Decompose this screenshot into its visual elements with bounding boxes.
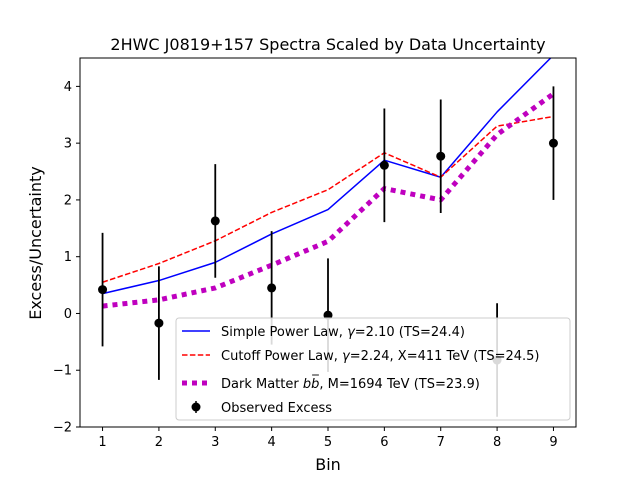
x-tick-label: 9 bbox=[549, 435, 557, 450]
observed-point bbox=[379, 160, 389, 170]
x-tick-label: 3 bbox=[211, 435, 219, 450]
x-tick-label: 4 bbox=[267, 435, 275, 450]
x-tick-label: 7 bbox=[437, 435, 445, 450]
y-tick-label: 1 bbox=[64, 250, 72, 265]
x-tick-label: 2 bbox=[155, 435, 163, 450]
observed-point bbox=[98, 285, 108, 295]
chart-title: 2HWC J0819+157 Spectra Scaled by Data Un… bbox=[110, 35, 545, 54]
y-tick-label: 4 bbox=[64, 80, 72, 95]
observed-point bbox=[154, 318, 164, 328]
y-axis-label: Excess/Uncertainty bbox=[26, 166, 45, 319]
y-tick-label: 3 bbox=[64, 137, 72, 152]
series-line-2 bbox=[102, 115, 554, 283]
observed-points-layer bbox=[98, 86, 558, 417]
x-axis: 1 2 3 4 5 6 7 8 9 bbox=[98, 427, 558, 450]
y-tick-label: 2 bbox=[64, 193, 72, 208]
observed-point bbox=[548, 138, 558, 148]
legend-label-cutoff-power-law: Cutoff Power Law, γ=2.24, X=411 TeV (TS=… bbox=[221, 349, 539, 364]
observed-point bbox=[436, 151, 446, 161]
y-axis: −2 −1 0 1 2 3 4 bbox=[53, 80, 80, 436]
x-tick-label: 8 bbox=[493, 435, 501, 450]
observed-point bbox=[267, 283, 277, 293]
y-tick-label: −1 bbox=[53, 364, 72, 379]
x-tick-label: 6 bbox=[380, 435, 388, 450]
legend-label-observed-excess: Observed Excess bbox=[221, 401, 332, 416]
x-axis-label: Bin bbox=[315, 455, 341, 474]
legend-label-simple-power-law: Simple Power Law, γ=2.10 (TS=24.4) bbox=[221, 325, 465, 340]
legend-swatch-observed-marker bbox=[191, 402, 201, 412]
series-line-1 bbox=[102, 58, 552, 295]
legend-box bbox=[175, 317, 571, 421]
y-tick-label: 0 bbox=[64, 307, 72, 322]
x-tick-label: 5 bbox=[324, 435, 332, 450]
x-tick-label: 1 bbox=[98, 435, 106, 450]
legend-label-dark-matter: Dark Matter bb, M=1694 TeV (TS=23.9) bbox=[221, 377, 480, 392]
y-tick-label: −2 bbox=[53, 421, 72, 436]
series-layer bbox=[102, 58, 555, 309]
observed-point bbox=[210, 216, 220, 226]
legend: Simple Power Law, γ=2.10 (TS=24.4) Cutof… bbox=[175, 317, 571, 421]
observed-point bbox=[323, 310, 333, 320]
